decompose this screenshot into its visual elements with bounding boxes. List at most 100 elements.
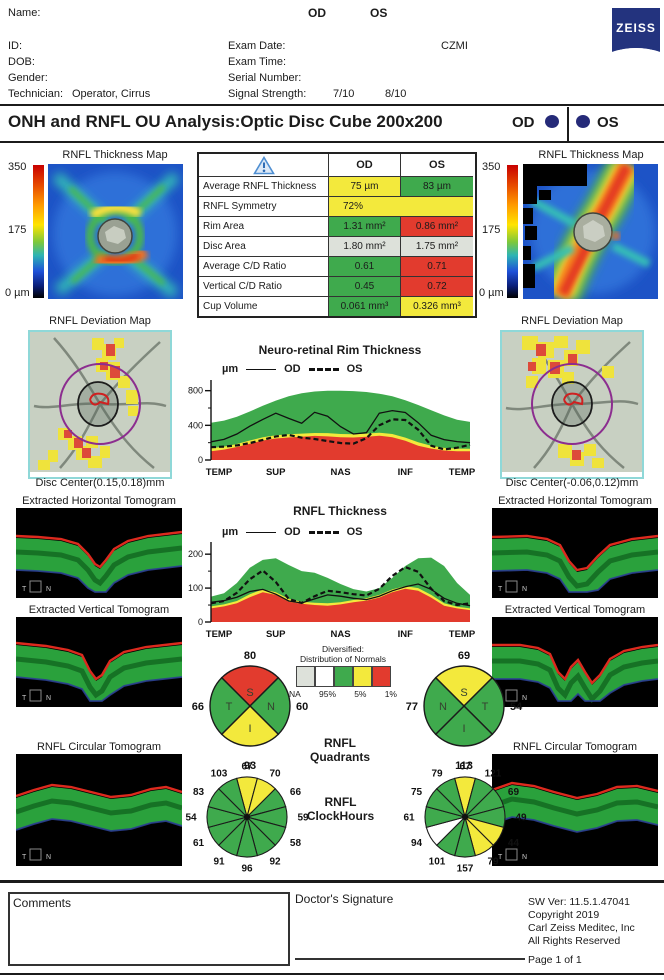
warning-triangle-icon [199,154,329,177]
table-row-label: Rim Area [199,217,329,237]
svg-text:80: 80 [244,650,256,662]
table-cell: 0.61 [329,257,401,277]
table-col-od: OD [329,154,401,177]
svg-text:94: 94 [411,838,423,849]
rim-legend-os: OS [346,363,363,375]
svg-text:83: 83 [193,787,205,798]
os-disc-center: Disc Center(-0.06,0.12)mm [505,477,639,489]
report-title: ONH and RNFL OU Analysis:Optic Disc Cube… [8,112,443,131]
os-scale-175: 175 [482,224,501,236]
svg-text:TEMP: TEMP [206,467,233,478]
rim-chart-legend: µm OD OS [222,363,363,375]
normals-legend-title2: Distribution of Normals [300,654,386,664]
od-line-swatch [246,531,277,533]
svg-text:NAS: NAS [330,629,350,640]
svg-text:67: 67 [241,762,253,773]
table-cell: 1.75 mm² [401,237,473,257]
svg-text:103: 103 [211,768,228,779]
zeiss-logo: ZEISS [612,8,660,60]
od-thickness-map-title: RNFL Thickness Map [62,149,168,161]
svg-text:79: 79 [487,857,499,868]
rim-chart: 0 400 800 TEMP SUP NAS INF TEMP [185,378,476,485]
os-vertical-tomogram-title: Extracted Vertical Tomogram [504,604,646,616]
title-divider [567,107,569,141]
svg-text:66: 66 [192,701,204,713]
table-cell: 1.31 mm² [329,217,401,237]
od-disc-center: Disc Center(0.15,0.18)mm [35,477,165,489]
svg-text:96: 96 [241,864,253,875]
table-col-os: OS [401,154,473,177]
svg-text:T: T [226,701,233,713]
svg-text:157: 157 [457,864,474,875]
svg-text:69: 69 [508,787,520,798]
table-cell: 75 µm [329,177,401,197]
legend-label-na: NA [289,689,301,699]
table-cell: 0.45 [329,277,401,297]
rnfl-legend-os: OS [346,526,363,538]
od-thickness-map [48,164,183,304]
os-vertical-tomogram: TN [492,617,659,712]
dob-label: DOB: [8,56,35,68]
svg-text:N: N [522,695,527,702]
normals-legend-labels: NA 95% 5% 1% [287,689,399,699]
rim-ylabel: µm [222,363,239,375]
legend-label-5: 5% [354,689,367,699]
rnfl-ylabel: µm [222,526,239,538]
svg-text:0: 0 [198,455,203,465]
normals-legend-chips [287,666,399,689]
svg-text:101: 101 [429,857,446,868]
clockhours-label-2: ClockHours [306,809,375,823]
normals-chip-5 [352,666,372,687]
svg-text:0: 0 [198,617,203,627]
svg-text:T: T [22,695,27,702]
signature-line [295,958,525,960]
table-cell: 1.80 mm² [329,237,401,257]
svg-text:T: T [482,701,489,713]
header-divider [0,104,664,106]
table-row-label: Cup Volume [199,297,329,316]
name-label: Name: [8,7,41,19]
od-scale-0: 0 µm [5,287,30,299]
sw-info-block: SW Ver: 11.5.1.47041 Copyright 2019 Carl… [528,896,635,967]
svg-text:T: T [498,854,503,861]
od-clockhours-circle: 67 70 66 59 58 92 96 91 61 54 83 103 [180,755,315,886]
normals-legend: Diversified: Distribution of Normals NA … [287,644,399,699]
rim-chart-title: Neuro-retinal Rim Thickness [258,343,422,357]
table-row-label: Disc Area [199,237,329,257]
svg-text:67: 67 [459,762,471,773]
title-os-label: OS [597,114,619,131]
svg-text:121: 121 [485,768,502,779]
od-deviation-map-title: RNFL Deviation Map [49,315,151,327]
normals-chip-green [333,666,353,687]
normals-chip-1 [371,666,391,687]
svg-text:200: 200 [188,549,203,559]
svg-text:49: 49 [515,813,527,824]
title-od-label: OD [512,114,535,131]
od-circular-tomogram-title: RNFL Circular Tomogram [36,741,162,753]
os-horizontal-tomogram-title: Extracted Horizontal Tomogram [498,495,652,507]
technician-label: Technician: [8,88,64,100]
serial-number-label: Serial Number: [228,72,302,84]
os-thickness-map [523,156,658,304]
svg-text:N: N [522,854,527,861]
signature-label: Doctor's Signature [295,892,394,906]
rim-legend-od: OD [284,363,301,375]
svg-text:91: 91 [213,857,225,868]
technician-value: Operator, Cirrus [72,88,151,100]
quadrants-label: RNFL Quadrants [300,736,380,764]
os-line-swatch [308,367,339,371]
od-quadrants-circle: S N I T 80 60 93 66 [186,648,314,777]
od-deviation-map [28,330,172,479]
table-cell: 0.326 mm³ [401,297,473,316]
bottom-edge-line [0,973,664,975]
os-scale-0: 0 µm [479,287,504,299]
table-cell: 0.86 mm² [401,217,473,237]
svg-text:61: 61 [193,838,205,849]
os-clockhours-circle: 67 121 69 49 44 79 157 101 94 61 75 79 [398,755,533,886]
svg-text:66: 66 [290,787,302,798]
svg-text:N: N [46,695,51,702]
table-cell: 0.71 [401,257,473,277]
